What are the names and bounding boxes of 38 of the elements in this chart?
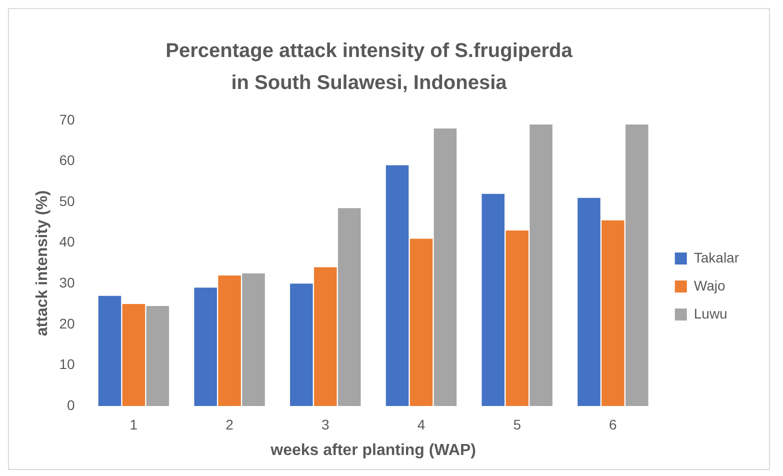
bar [506, 230, 528, 406]
x-tick-label: 2 [226, 416, 234, 432]
bar [146, 306, 170, 406]
bar [218, 275, 241, 406]
legend-label: Takalar [694, 249, 740, 266]
bar [122, 304, 146, 406]
bar [578, 198, 600, 406]
bar [386, 165, 409, 406]
bar [410, 238, 433, 406]
y-tick-label: 50 [59, 192, 75, 209]
bar [602, 220, 624, 406]
x-tick-label: 1 [130, 416, 138, 432]
y-tick-label: 20 [59, 315, 75, 332]
bar [338, 208, 361, 406]
y-tick-label: 10 [59, 356, 75, 372]
bar [242, 273, 265, 406]
bar [434, 128, 457, 406]
bar [290, 284, 313, 406]
legend-label: Luwu [694, 305, 728, 322]
x-tick-label: 6 [609, 416, 618, 432]
y-tick-label: 40 [59, 234, 75, 250]
bar [98, 296, 122, 406]
bar [482, 194, 505, 406]
bar [314, 267, 337, 406]
x-axis-title: weeks after planting (WAP) [270, 442, 476, 459]
bar [194, 288, 217, 406]
chart-title: Percentage attack intensity of S.frugiperda in South Sulawesi, Indonesia [164, 39, 574, 96]
x-tick-label: 5 [513, 416, 522, 432]
y-axis-title: attack intensity (%) [34, 190, 52, 336]
y-tick-label: 70 [59, 111, 75, 128]
y-tick-label: 0 [66, 396, 75, 413]
x-tick-label: 4 [417, 416, 426, 432]
bar [626, 124, 648, 406]
y-tick-label: 30 [59, 274, 75, 290]
y-tick-label: 60 [59, 152, 75, 168]
x-tick-label: 3 [322, 416, 330, 432]
bar [530, 124, 552, 406]
legend-label: Wajo [694, 277, 726, 294]
